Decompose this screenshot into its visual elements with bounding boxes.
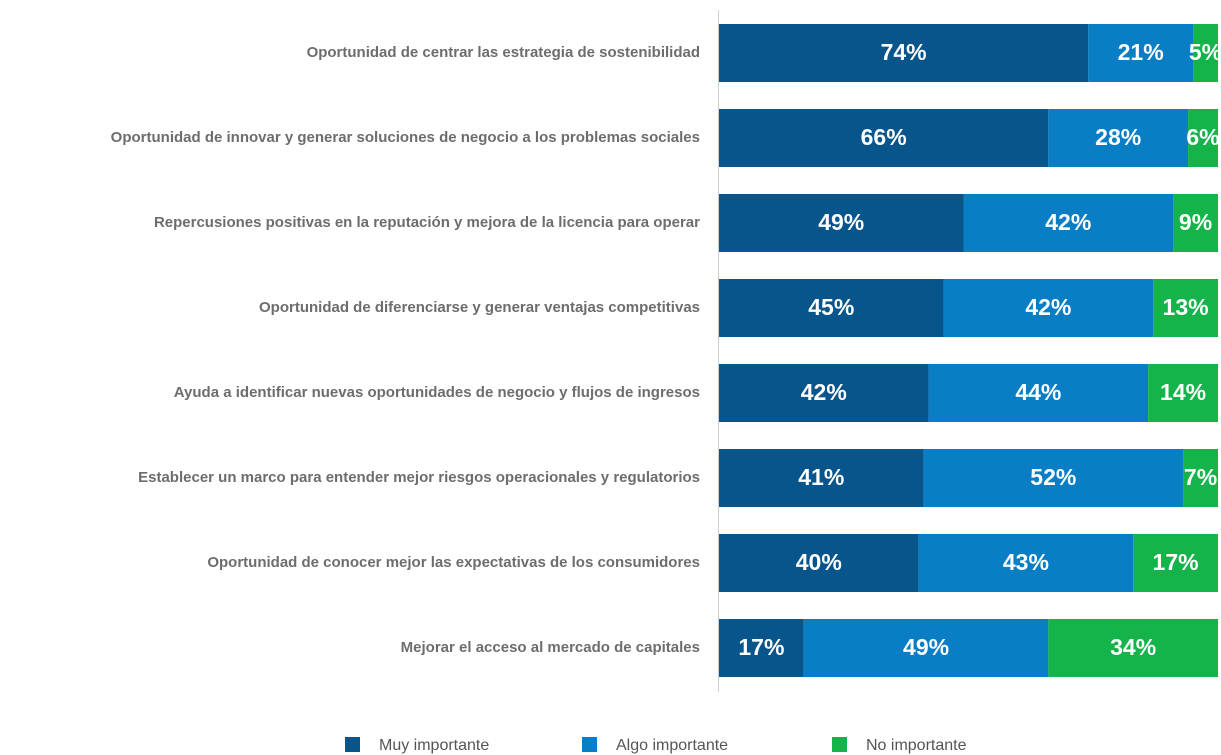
value-label: 44% — [1015, 379, 1061, 405]
category-label: Oportunidad de conocer mejor las expecta… — [207, 554, 700, 571]
legend-label: Algo importante — [616, 737, 728, 754]
bar-segment — [719, 534, 919, 592]
bar-segment — [719, 619, 804, 677]
bar-segment — [719, 24, 1089, 82]
legend-label: No importante — [866, 737, 967, 754]
bar-segment — [943, 279, 1154, 337]
value-label: 52% — [1030, 464, 1076, 490]
value-label: 21% — [1118, 39, 1164, 65]
bar-segment — [719, 109, 1049, 167]
bar-segment — [719, 364, 929, 422]
bar-segment — [918, 534, 1134, 592]
category-label: Mejorar el acceso al mercado de capitale… — [401, 639, 700, 656]
category-label: Repercusiones positivas en la reputación… — [154, 214, 700, 231]
value-label: 42% — [1045, 209, 1091, 235]
value-label: 40% — [796, 549, 842, 575]
bar-segment — [719, 279, 944, 337]
bar-segment — [803, 619, 1049, 677]
category-label: Oportunidad de diferenciarse y generar v… — [259, 299, 700, 316]
value-label: 28% — [1095, 124, 1141, 150]
bar-segment — [963, 194, 1174, 252]
value-label: 17% — [738, 634, 784, 660]
value-label: 5% — [1189, 39, 1221, 65]
value-label: 45% — [808, 294, 854, 320]
legend-label: Muy importante — [379, 737, 489, 754]
value-label: 41% — [798, 464, 844, 490]
category-label: Ayuda a identificar nuevas oportunidades… — [174, 384, 700, 401]
value-label: 49% — [818, 209, 864, 235]
value-label: 74% — [881, 39, 927, 65]
value-label: 17% — [1153, 549, 1199, 575]
bar-segment — [1193, 24, 1218, 82]
bar-segment — [1173, 194, 1218, 252]
category-label: Oportunidad de innovar y generar solucio… — [111, 129, 700, 146]
value-label: 14% — [1160, 379, 1206, 405]
bar-segment — [719, 194, 964, 252]
value-label: 42% — [801, 379, 847, 405]
bar-segment — [1048, 619, 1218, 677]
bar-segment — [1153, 279, 1218, 337]
category-label: Establecer un marco para entender mejor … — [138, 469, 700, 486]
bar-segment — [1148, 364, 1218, 422]
legend-swatch — [345, 737, 360, 752]
bar-segment — [1188, 109, 1218, 167]
bar-segment — [1048, 109, 1189, 167]
bar-segment — [1183, 449, 1218, 507]
value-label: 42% — [1025, 294, 1071, 320]
value-label: 66% — [861, 124, 907, 150]
bar-segment — [928, 364, 1149, 422]
value-label: 9% — [1179, 209, 1212, 235]
value-label: 49% — [903, 634, 949, 660]
value-label: 43% — [1003, 549, 1049, 575]
bar-segment — [923, 449, 1184, 507]
bar-segment — [1133, 534, 1218, 592]
legend-swatch — [832, 737, 847, 752]
value-label: 13% — [1163, 294, 1209, 320]
value-label: 6% — [1186, 124, 1219, 150]
bar-segment — [1088, 24, 1194, 82]
value-label: 7% — [1184, 464, 1217, 490]
legend-swatch — [582, 737, 597, 752]
category-label: Oportunidad de centrar las estrategia de… — [307, 44, 700, 61]
bar-segment — [719, 449, 924, 507]
value-label: 34% — [1110, 634, 1156, 660]
